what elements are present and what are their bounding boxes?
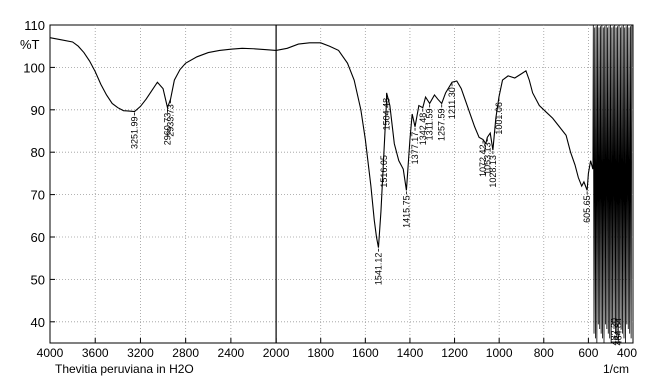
peak-label: 1504.48: [382, 93, 392, 131]
peak-label-text: 1377.17: [410, 132, 420, 165]
x-tick-label: 3600: [82, 346, 109, 360]
peak-label-text: 464.84: [614, 318, 624, 346]
noise-region: [592, 24, 633, 344]
peak-label-text: 1504.48: [382, 98, 392, 131]
peak-label: 2933.73: [166, 100, 176, 137]
peak-label: 2960.73: [162, 108, 172, 146]
peak-label: 1028.13: [488, 151, 498, 188]
y-tick-label: 100: [23, 60, 45, 75]
x-tick-label: 1000: [486, 346, 513, 360]
peak-label-text: 1342.48: [418, 113, 428, 146]
peak-label-text: 1053.13: [482, 142, 492, 175]
peak-label: 1001.06: [494, 98, 504, 135]
y-tick-label: 50: [31, 272, 45, 287]
peak-label-text: 605.65: [582, 195, 592, 223]
x-tick-label: 1600: [352, 346, 379, 360]
peak-label: 1257.59: [437, 104, 447, 141]
spectrum-line: [49, 37, 594, 248]
sample-label: Thevitia peruviana in H2O: [55, 362, 194, 376]
peak-label-text: 2933.73: [166, 104, 176, 137]
x-axis-unit-label: 1/cm: [603, 362, 629, 376]
x-tick-label: 1800: [307, 346, 334, 360]
peak-label: 1415.75: [401, 191, 411, 228]
peak-label: 482.20: [610, 318, 620, 346]
y-tick-label: 40: [31, 315, 45, 330]
peak-label: 1311.59: [425, 104, 435, 140]
x-tick-label: 2400: [218, 346, 245, 360]
peak-label-text: 1072.42: [478, 144, 488, 177]
y-tick-label: 110: [24, 18, 45, 33]
peak-label: 1541.12: [373, 248, 383, 286]
peak-label-text: 1028.13: [488, 155, 498, 188]
peak-label-text: 1211.30: [447, 87, 457, 119]
x-tick-label: 800: [534, 346, 554, 360]
peak-label-text: 482.20: [610, 318, 620, 346]
plot-frame: [49, 24, 634, 344]
peak-label-text: 1001.06: [494, 102, 504, 135]
peak-label: 605.65: [582, 191, 592, 223]
peak-label: 1053.13: [482, 138, 492, 175]
peak-label: 1516.05: [379, 151, 389, 188]
y-tick-label: 90: [31, 103, 45, 118]
peak-label-text: 1415.75: [401, 195, 411, 228]
y-tick-label: 70: [31, 188, 45, 203]
peak-label: 1211.30: [447, 83, 457, 119]
peak-label: 3251.99: [130, 112, 140, 149]
peak-label-text: 2960.73: [162, 113, 172, 146]
y-axis-label: %T: [20, 37, 40, 52]
peak-label: 1377.17: [410, 127, 420, 165]
x-tick-label: 1200: [441, 346, 468, 360]
peak-label-text: 3251.99: [130, 116, 140, 149]
peak-label-text: 1257.59: [437, 108, 447, 141]
x-tick-label: 4000: [37, 346, 64, 360]
x-tick-label: 3200: [127, 346, 154, 360]
x-tick-label: 400: [617, 346, 637, 360]
peak-label-text: 1311.59: [425, 108, 435, 140]
peak-label-text: 1541.12: [373, 253, 383, 286]
y-tick-label: 80: [31, 145, 45, 160]
peak-label: 1072.42: [478, 140, 488, 177]
peak-label-text: 1516.05: [379, 155, 389, 188]
y-tick-label: 60: [31, 230, 45, 245]
peak-label: 1342.48: [418, 108, 428, 146]
x-tick-label: 2800: [172, 346, 199, 360]
x-tick-label: 1400: [397, 346, 424, 360]
peak-label: 464.84: [614, 318, 624, 346]
x-tick-label: 600: [578, 346, 598, 360]
x-tick-label: 2000: [263, 346, 290, 360]
